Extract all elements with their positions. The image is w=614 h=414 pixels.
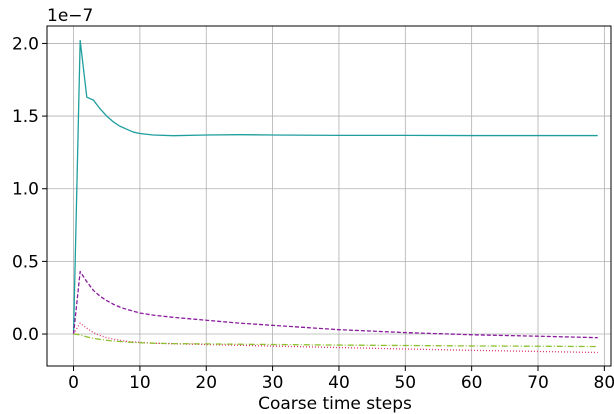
x-tick-label: 50 — [394, 373, 416, 393]
x-tick-label: 10 — [129, 373, 151, 393]
ticks: 0 10 20 30 40 50 60 70 80 0.0 0.5 1.0 1.5 2.0 — [12, 34, 614, 393]
x-tick-label: 0 — [68, 373, 79, 393]
series-line-4 — [73, 333, 598, 348]
y-tick-label: 1.5 — [12, 107, 39, 127]
y-offset-label: 1e−7 — [47, 6, 93, 26]
y-tick-label: 0.5 — [12, 252, 39, 272]
series-line-2 — [72, 270, 598, 339]
series-line-1 — [72, 39, 598, 335]
x-tick-label: 80 — [594, 373, 614, 393]
series-line-3 — [72, 322, 598, 354]
x-axis-label: Coarse time steps — [258, 394, 412, 414]
x-tick-label: 40 — [328, 373, 350, 393]
x-tick-label: 20 — [195, 373, 217, 393]
grid — [47, 26, 611, 366]
x-tick-label: 60 — [461, 373, 483, 393]
y-tick-label: 0.0 — [12, 325, 39, 345]
y-tick-label: 2.0 — [12, 34, 39, 54]
y-tick-label: 1.0 — [12, 180, 39, 200]
plot-frame — [46, 25, 612, 367]
x-tick-label: 70 — [527, 373, 549, 393]
x-tick-label: 30 — [262, 373, 284, 393]
series-layer — [72, 39, 598, 354]
